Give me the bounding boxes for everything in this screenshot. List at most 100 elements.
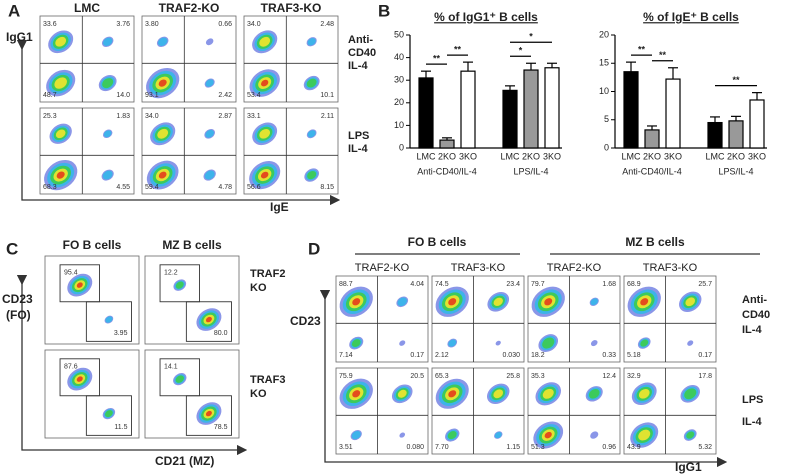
panel-label: C (6, 239, 18, 258)
gate-value: 95.4 (64, 270, 78, 277)
gate-value: 14.1 (164, 364, 178, 371)
quadrant-value: 65.3 (435, 373, 449, 380)
row-label: Anti- (348, 34, 373, 46)
gate (59, 264, 100, 303)
y-tick-label: 0 (604, 142, 609, 152)
density (54, 77, 67, 89)
x-tick-label: 3KO (664, 151, 682, 161)
density (76, 282, 83, 288)
row-label: LPS (742, 394, 763, 406)
flow-plot: 34.0 2.87 59.4 4.78 (141, 107, 237, 195)
quadrant-value: 20.5 (410, 373, 424, 380)
plot-frame (623, 275, 717, 363)
row-label: TRAF2 (250, 268, 285, 280)
density (307, 130, 316, 138)
gate-value: 11.5 (114, 424, 127, 431)
bar (544, 67, 560, 149)
significance-label: ** (454, 44, 462, 54)
gate (159, 264, 200, 303)
y-tick-label: 15 (599, 58, 609, 68)
bar (439, 139, 455, 149)
density (158, 79, 167, 87)
axis-label: IgE (270, 200, 289, 214)
row-label: Anti- (742, 294, 767, 306)
quadrant-value: 12.4 (602, 373, 616, 380)
density (544, 298, 553, 306)
x-tick-label: LMC (416, 151, 436, 161)
row-label: TRAF3 (250, 374, 285, 386)
quadrant-value: 68.9 (627, 281, 641, 288)
bar (644, 129, 660, 149)
column-header: TRAF2-KO (159, 1, 220, 15)
density (495, 340, 501, 346)
density (307, 38, 316, 46)
density (204, 170, 215, 180)
quadrant-value: 33.1 (247, 113, 261, 120)
flow-plot: 32.9 17.8 43.9 5.32 (623, 367, 717, 455)
plot-frame (431, 367, 525, 455)
flow-plot: 33.6 3.76 48.7 14.0 (39, 15, 135, 103)
x-tick-label: LMC (621, 151, 641, 161)
density (542, 337, 555, 349)
flow-plot: 14.1 78.5 (144, 349, 240, 439)
quadrant-value: 25.7 (698, 281, 712, 288)
flow-plot: 88.7 4.04 7.14 0.17 (335, 275, 429, 363)
flow-plot: 33.1 2.11 56.6 8.15 (243, 107, 339, 195)
axis-label: (FO) (6, 308, 31, 322)
x-tick-label: 3KO (459, 151, 477, 161)
density (56, 171, 65, 179)
plot-frame (144, 349, 240, 439)
group-header: FO B cells (408, 235, 467, 249)
quadrant-value: 88.7 (339, 281, 353, 288)
y-tick-label: 10 (599, 86, 609, 96)
quadrant-value: 53.4 (247, 92, 261, 99)
density (352, 390, 361, 398)
axis-label: IgG1 (6, 30, 33, 44)
y-tick-label: 40 (394, 52, 404, 62)
chart-title: % of IgE⁺ B cells (643, 10, 739, 24)
bar (502, 89, 518, 149)
density (588, 389, 600, 399)
quadrant-value: 5.32 (698, 444, 712, 451)
density (448, 339, 457, 347)
quadrant-value: 68.3 (43, 184, 57, 191)
column-header: TRAF3-KO (451, 262, 506, 274)
flow-plot: 3.80 0.66 93.1 2.42 (141, 15, 237, 103)
x-tick-label: 2KO (522, 151, 540, 161)
x-tick-label: LMC (705, 151, 725, 161)
significance-label: ** (638, 44, 646, 54)
density (158, 171, 167, 179)
bar (728, 120, 744, 149)
quadrant-value: 0.96 (602, 444, 616, 451)
y-tick-label: 5 (604, 114, 609, 124)
quadrant-value: 93.1 (145, 92, 159, 99)
quadrant-value: 34.0 (145, 113, 159, 120)
density (590, 298, 598, 306)
plot-frame (335, 275, 429, 363)
row-label: KO (250, 388, 267, 400)
density (103, 37, 113, 47)
gate (185, 301, 232, 342)
significance-label: * (529, 32, 533, 42)
column-header: TRAF2-KO (355, 262, 410, 274)
flow-plot: 35.3 12.4 51.3 0.96 (527, 367, 621, 455)
gate-value: 78.5 (214, 424, 228, 431)
flow-plot: 25.3 1.83 68.3 4.55 (39, 107, 135, 195)
density (259, 36, 271, 47)
column-header: LMC (74, 1, 100, 15)
density (158, 37, 168, 47)
column-header: TRAF3-KO (643, 262, 698, 274)
quadrant-value: 8.15 (320, 184, 334, 191)
row-label: CD40 (348, 47, 376, 59)
bar (623, 71, 639, 149)
gate (59, 358, 100, 397)
bar (665, 78, 681, 149)
y-tick-label: 0 (399, 142, 404, 152)
density (307, 170, 317, 180)
quadrant-value: 25.3 (43, 113, 57, 120)
density (306, 78, 317, 88)
quadrant-value: 0.030 (502, 352, 520, 359)
density (542, 388, 554, 399)
quadrant-value: 3.51 (339, 444, 353, 451)
